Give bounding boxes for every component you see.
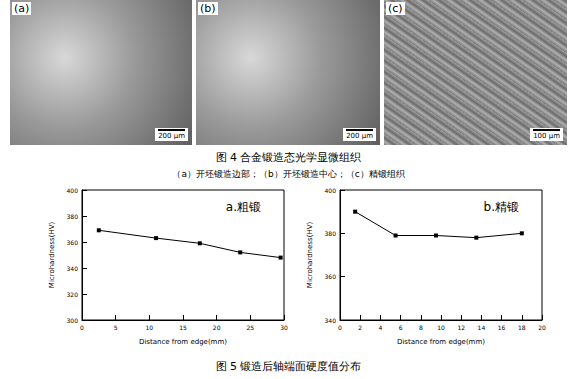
svg-text:340: 340: [67, 265, 79, 272]
html-text:图 5 锻造后轴端面硬度值分布: 图 5 锻造后轴端面硬度值分布: [215, 360, 362, 373]
svg-text:10: 10: [437, 324, 445, 331]
svg-text:25: 25: [247, 324, 255, 331]
html-text:(c): (c): [388, 2, 403, 15]
svg-text:10: 10: [146, 324, 154, 331]
svg-text:400: 400: [325, 187, 337, 194]
svg-text:12: 12: [457, 324, 465, 331]
html-text:(b): (b): [200, 2, 216, 15]
html-text:（a）开坯锻造边部；（b）开坯锻造中心；（c）精锻组织: （a）开坯锻造边部；（b）开坯锻造中心；（c）精锻组织: [172, 169, 405, 179]
svg-text:15: 15: [179, 324, 187, 331]
svg-text:300: 300: [67, 317, 79, 324]
svg-text:6: 6: [399, 324, 403, 331]
html-text:200 μm: 200 μm: [158, 132, 185, 140]
svg-text:b.精锻: b.精锻: [484, 200, 519, 214]
svg-text:0: 0: [80, 324, 84, 331]
svg-text:340: 340: [325, 317, 337, 324]
svg-text:Microhardness(HV): Microhardness(HV): [48, 222, 56, 289]
svg-text:16: 16: [498, 324, 506, 331]
svg-text:a.粗锻: a.粗锻: [226, 200, 261, 214]
svg-text:380: 380: [67, 213, 79, 220]
html-text:100 μm: 100 μm: [533, 132, 560, 140]
svg-text:30: 30: [280, 324, 288, 331]
svg-text:20: 20: [213, 324, 221, 331]
svg-text:4: 4: [378, 324, 382, 331]
svg-text:2: 2: [358, 324, 362, 331]
svg-text:380: 380: [325, 230, 337, 237]
svg-text:400: 400: [67, 187, 79, 194]
html-text:图 4 合金锻造态光学显微组织: 图 4 合金锻造态光学显微组织: [215, 151, 362, 164]
html-text:(a): (a): [14, 2, 30, 15]
svg-text:14: 14: [478, 324, 486, 331]
svg-text:0: 0: [338, 324, 342, 331]
svg-text:5: 5: [114, 324, 118, 331]
svg-text:Microhardness(HV): Microhardness(HV): [306, 222, 314, 289]
svg-text:18: 18: [518, 324, 526, 331]
svg-text:Distance from edge(mm): Distance from edge(mm): [139, 338, 227, 346]
svg-text:360: 360: [67, 239, 79, 246]
svg-text:8: 8: [419, 324, 423, 331]
svg-text:20: 20: [538, 324, 546, 331]
svg-text:360: 360: [325, 273, 337, 280]
svg-text:320: 320: [67, 291, 79, 298]
svg-text:Distance from edge(mm): Distance from edge(mm): [397, 338, 485, 346]
html-text:200 μm: 200 μm: [346, 132, 373, 140]
